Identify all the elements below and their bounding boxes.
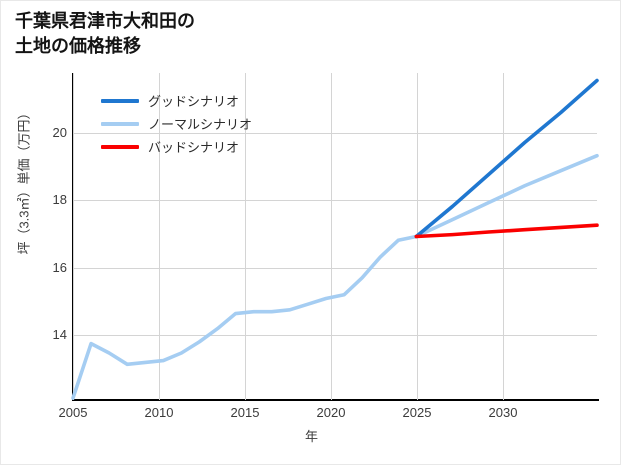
x-tick-label-2025: 2025 [402, 405, 432, 420]
x-tick-label-2030: 2030 [488, 405, 518, 420]
x-axis-label: 年 [304, 429, 318, 444]
gridline-x-2030 [503, 73, 504, 400]
legend-swatch-bad-icon [101, 144, 139, 149]
chart-title-line-2: 土地の価格推移 [15, 36, 141, 56]
x-axis-spine [72, 399, 599, 401]
legend-item-normal[interactable]: ノーマルシナリオ [101, 112, 301, 135]
legend-item-bad[interactable]: バッドシナリオ [101, 135, 301, 158]
series-line-good [414, 78, 599, 239]
plot-area [71, 73, 599, 400]
series-line-bad [414, 223, 599, 239]
gridline-y-18 [73, 200, 597, 201]
x-tick-label-2020: 2020 [316, 405, 346, 420]
gridline-x-2015 [245, 73, 246, 400]
x-tick-label-2010: 2010 [144, 405, 174, 420]
y-tick-label-14: 14 [52, 327, 67, 342]
gridline-y-16 [73, 268, 597, 269]
legend-label-bad: バッドシナリオ [148, 140, 240, 155]
legend-item-good[interactable]: グッドシナリオ [101, 89, 301, 112]
gridline-x-2005 [73, 73, 74, 400]
chart-title: 千葉県君津市大和田の 土地の価格推移 [15, 9, 415, 59]
gridline-x-2020 [331, 73, 332, 400]
gridline-x-2010 [159, 73, 160, 400]
series-lines [71, 78, 599, 400]
x-tick-label-2005: 2005 [58, 405, 88, 420]
series-line-normal [71, 153, 599, 400]
legend-label-good: グッドシナリオ [148, 94, 240, 109]
chart-legend: グッドシナリオ ノーマルシナリオ バッドシナリオ [101, 89, 301, 158]
y-axis-label: 坪（3.3㎡）単価（万円） [16, 106, 32, 255]
y-tick-label-18: 18 [52, 192, 67, 207]
legend-swatch-normal-icon [101, 121, 139, 126]
chart-title-line-1: 千葉県君津市大和田の [15, 11, 195, 31]
y-tick-label-16: 16 [52, 260, 67, 275]
x-tick-label-2015: 2015 [230, 405, 260, 420]
legend-swatch-good-icon [101, 98, 139, 103]
legend-label-normal: ノーマルシナリオ [148, 117, 253, 132]
gridline-y-20 [73, 133, 597, 134]
gridline-y-14 [73, 335, 597, 336]
y-tick-label-20: 20 [52, 125, 67, 140]
